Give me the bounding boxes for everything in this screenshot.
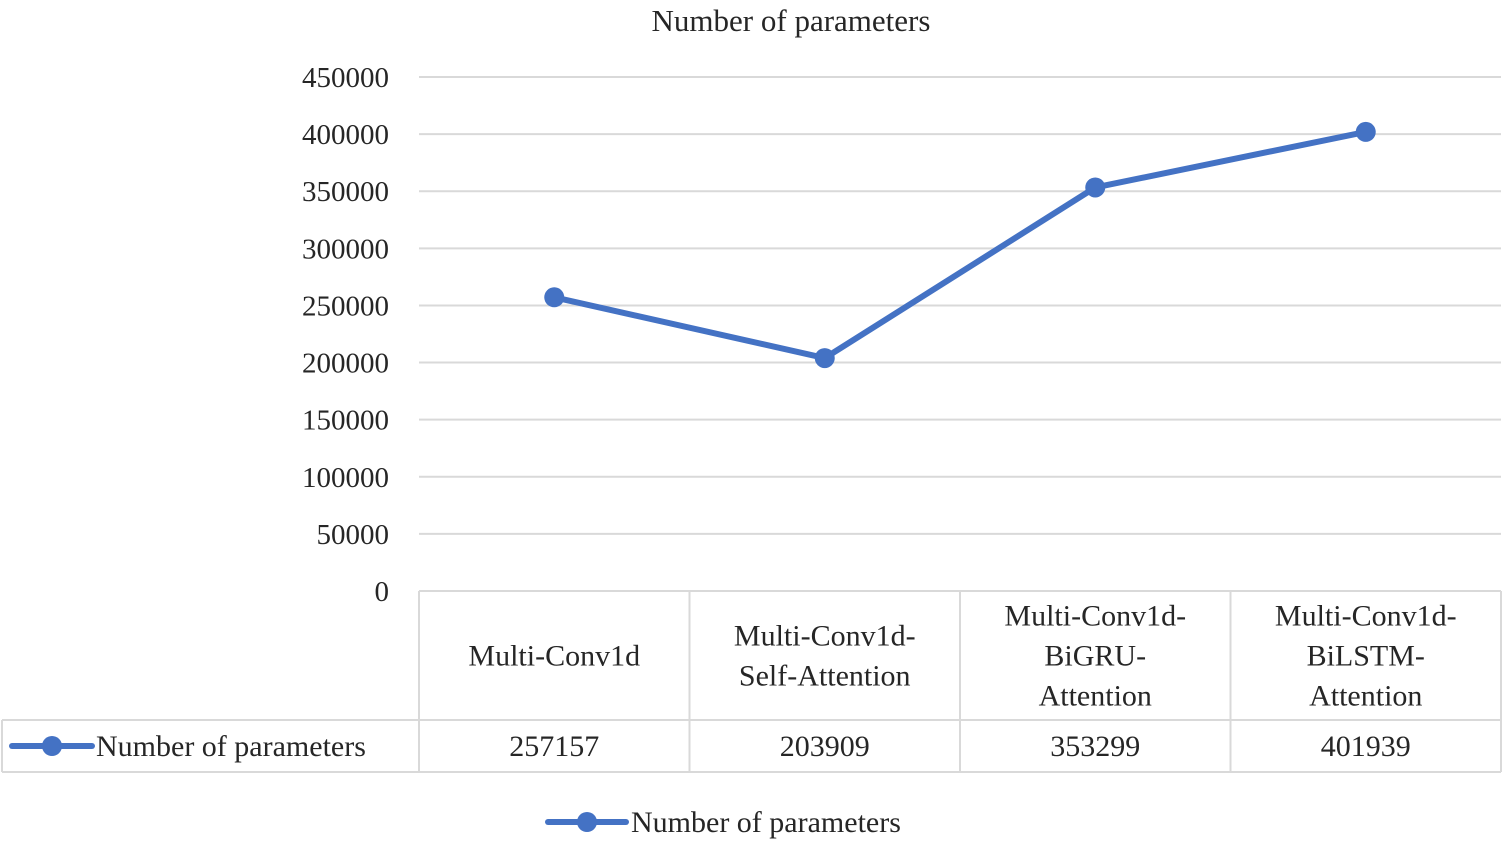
x-category-label: Self-Attention: [739, 660, 911, 693]
data-point: [544, 287, 565, 308]
data-point: [814, 348, 835, 369]
legend-label: Number of parameters: [631, 806, 901, 839]
y-tick-label: 400000: [302, 119, 389, 151]
x-category-label: BiGRU-: [1044, 640, 1146, 673]
y-tick-label: 100000: [302, 462, 389, 494]
legend: Number of parameters: [545, 806, 901, 839]
x-category-label: Attention: [1039, 680, 1152, 713]
table-value-cell: 401939: [1321, 730, 1411, 763]
y-tick-label: 350000: [302, 176, 389, 208]
x-category-label: Multi-Conv1d-: [1004, 600, 1186, 633]
data-point: [1355, 121, 1376, 142]
x-category-label: Multi-Conv1d-: [1275, 600, 1457, 633]
y-tick-label: 150000: [302, 405, 389, 437]
y-axis-tick-labels: 0 50000 100000 150000 200000 250000 300000 3500…: [302, 62, 389, 608]
y-tick-label: 50000: [317, 519, 390, 551]
table-series-name: Number of parameters: [96, 730, 366, 763]
series-line: [551, 128, 1369, 362]
table-value-cell: 203909: [780, 730, 870, 763]
x-category-label: Attention: [1309, 680, 1422, 713]
x-category-label: BiLSTM-: [1307, 640, 1425, 673]
table-value-cell: 353299: [1050, 730, 1140, 763]
y-tick-label: 200000: [302, 348, 389, 380]
chart-title: Number of parameters: [652, 3, 931, 38]
y-tick-label: 250000: [302, 290, 389, 322]
y-tick-label: 450000: [302, 62, 389, 94]
y-tick-label: 0: [375, 576, 390, 608]
x-category-label: Multi-Conv1d-: [734, 620, 916, 653]
data-table: Multi-Conv1d Multi-Conv1d- Self-Attention M…: [1, 590, 1502, 773]
x-category-label: Multi-Conv1d: [468, 640, 640, 673]
legend-marker: [577, 812, 597, 832]
table-legend-marker: [42, 736, 62, 756]
table-value-cell: 257157: [509, 730, 599, 763]
data-point: [1085, 177, 1106, 198]
y-tick-label: 300000: [302, 233, 389, 265]
data-series: [544, 121, 1376, 369]
